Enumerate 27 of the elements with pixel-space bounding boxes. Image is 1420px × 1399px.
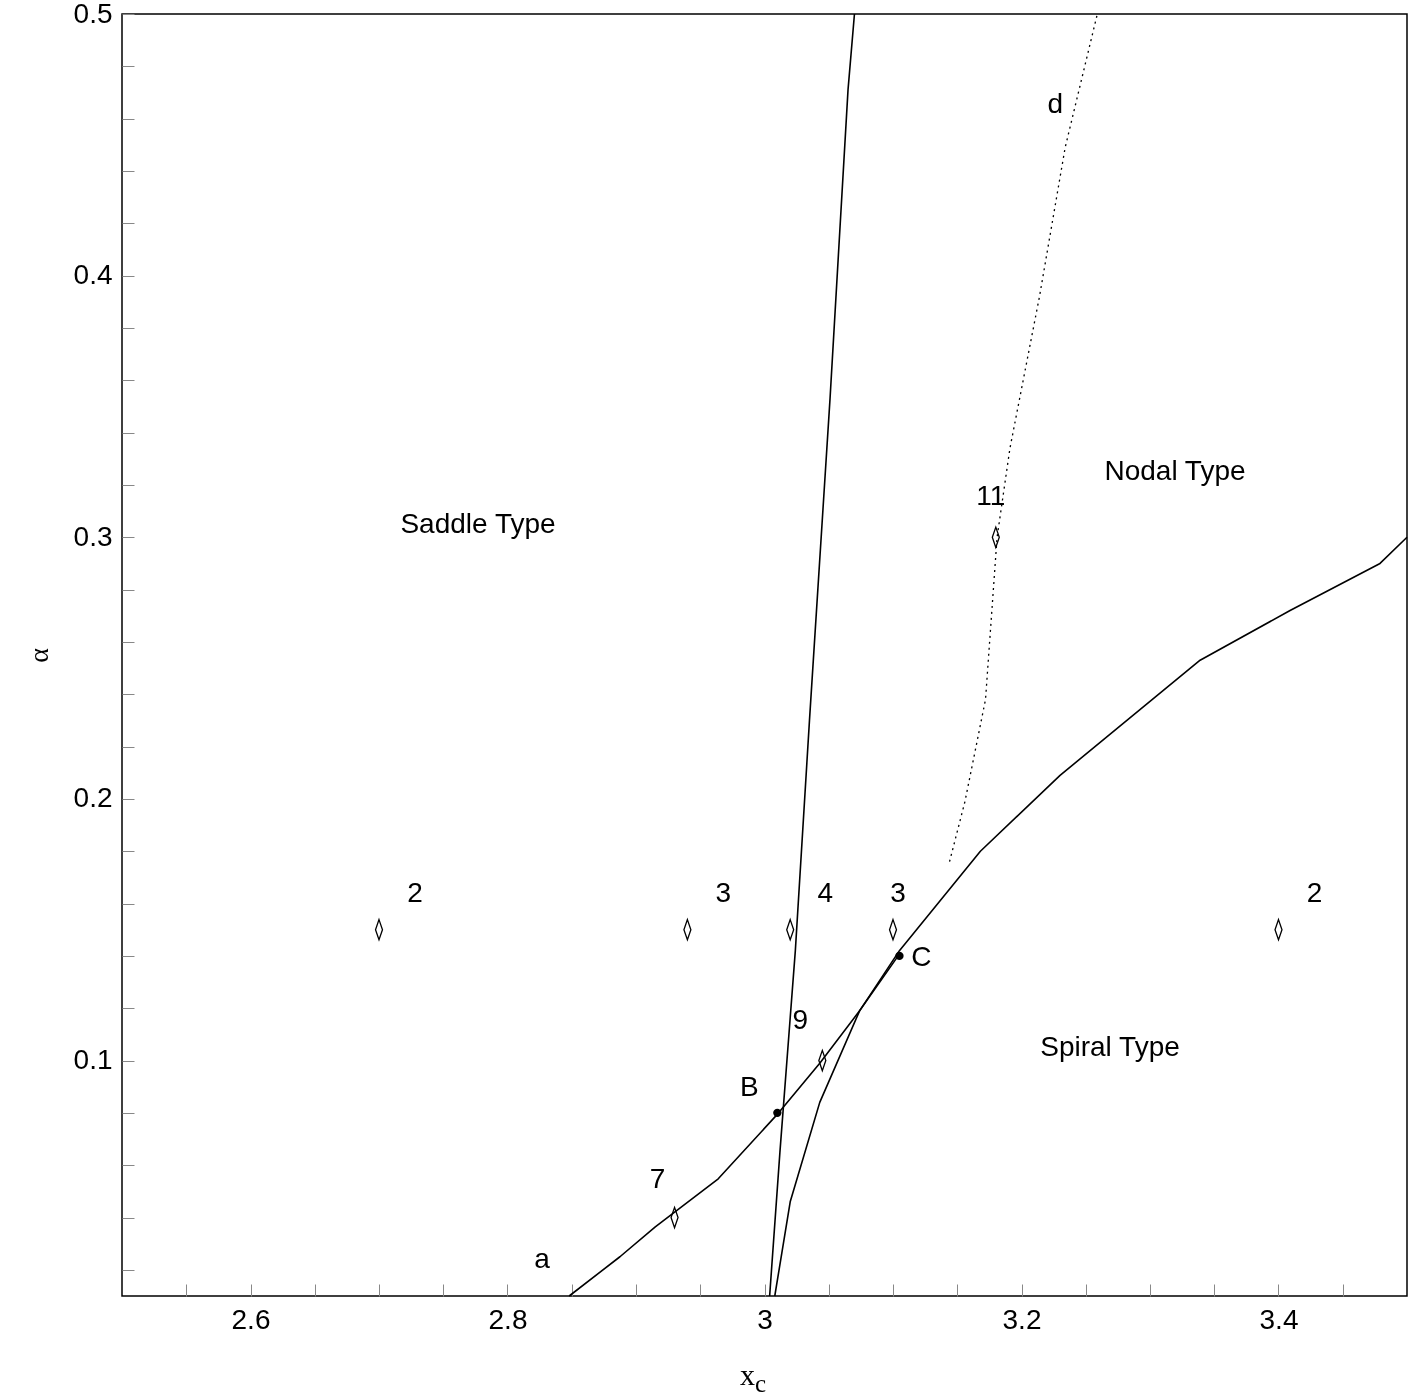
x-tick-label: 3.2	[1002, 1303, 1042, 1335]
x-tick-label: 3.4	[1259, 1303, 1299, 1335]
y-tick-label: 0.2	[73, 782, 113, 814]
y-axis-title: α	[22, 647, 54, 663]
annotation: 7	[649, 1162, 666, 1194]
x-tick-label: 3	[757, 1303, 773, 1335]
y-tick-label: 0.3	[73, 520, 113, 552]
annotation: Spiral Type	[1040, 1031, 1180, 1062]
annotation: 9	[792, 1003, 809, 1035]
annotation: 11	[976, 480, 1006, 512]
annotation: Saddle Type	[400, 508, 556, 539]
annotation: 2	[407, 876, 423, 908]
y-tick-label: 0.4	[73, 259, 113, 291]
annotation: 2	[1306, 876, 1323, 908]
annotation: B	[740, 1070, 759, 1102]
annotation: C	[911, 940, 932, 972]
x-tick-label: 2.6	[231, 1303, 271, 1335]
y-tick-label: 0.5	[73, 0, 113, 29]
x-tick-label: 2.8	[488, 1303, 528, 1335]
annotation: d	[1047, 88, 1063, 120]
x-axis-title: x$_{c}$	[740, 1358, 767, 1398]
annotation: 3	[715, 876, 732, 908]
annotation: Nodal Type	[1104, 455, 1246, 486]
y-tick-label: 0.1	[73, 1044, 113, 1076]
annotation: 4	[817, 876, 833, 908]
annotation: a	[534, 1242, 551, 1274]
annotation: 3	[890, 876, 906, 908]
